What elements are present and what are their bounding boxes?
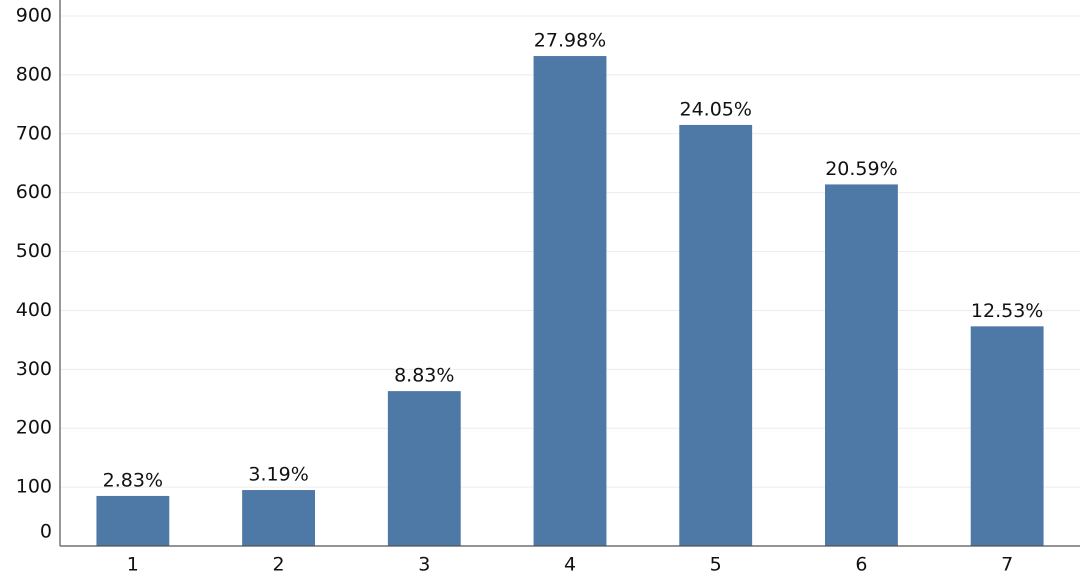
- value-label: 12.53%: [971, 300, 1043, 322]
- x-tick-label: 6: [855, 554, 867, 576]
- x-tick-label: 5: [710, 554, 722, 576]
- bar: [970, 326, 1044, 546]
- y-tick-label: 0: [40, 521, 52, 543]
- bar: [679, 124, 753, 546]
- value-label: 2.83%: [103, 469, 163, 491]
- x-tick-label: 3: [418, 554, 430, 576]
- y-tick-label: 200: [16, 417, 52, 439]
- y-tick-label: 300: [16, 358, 52, 380]
- x-tick-label: 1: [127, 554, 139, 576]
- x-tick-label: 2: [273, 554, 285, 576]
- y-tick-label: 100: [16, 476, 52, 498]
- value-label: 3.19%: [248, 464, 308, 486]
- bar: [387, 391, 461, 546]
- bar: [533, 56, 607, 547]
- y-tick-label: 800: [16, 63, 52, 85]
- value-label: 24.05%: [679, 98, 751, 120]
- y-tick-label: 400: [16, 299, 52, 321]
- bar: [96, 495, 170, 546]
- y-tick-label: 500: [16, 240, 52, 262]
- value-label: 8.83%: [394, 365, 454, 387]
- y-tick-label: 600: [16, 181, 52, 203]
- y-tick-label: 900: [16, 5, 52, 27]
- value-label: 20.59%: [825, 158, 897, 180]
- x-tick-label: 4: [564, 554, 576, 576]
- bar: [242, 490, 315, 546]
- x-tick-label: 7: [1001, 554, 1013, 576]
- bar: [825, 184, 898, 546]
- y-tick-label: 700: [16, 122, 52, 144]
- value-label: 27.98%: [534, 30, 606, 52]
